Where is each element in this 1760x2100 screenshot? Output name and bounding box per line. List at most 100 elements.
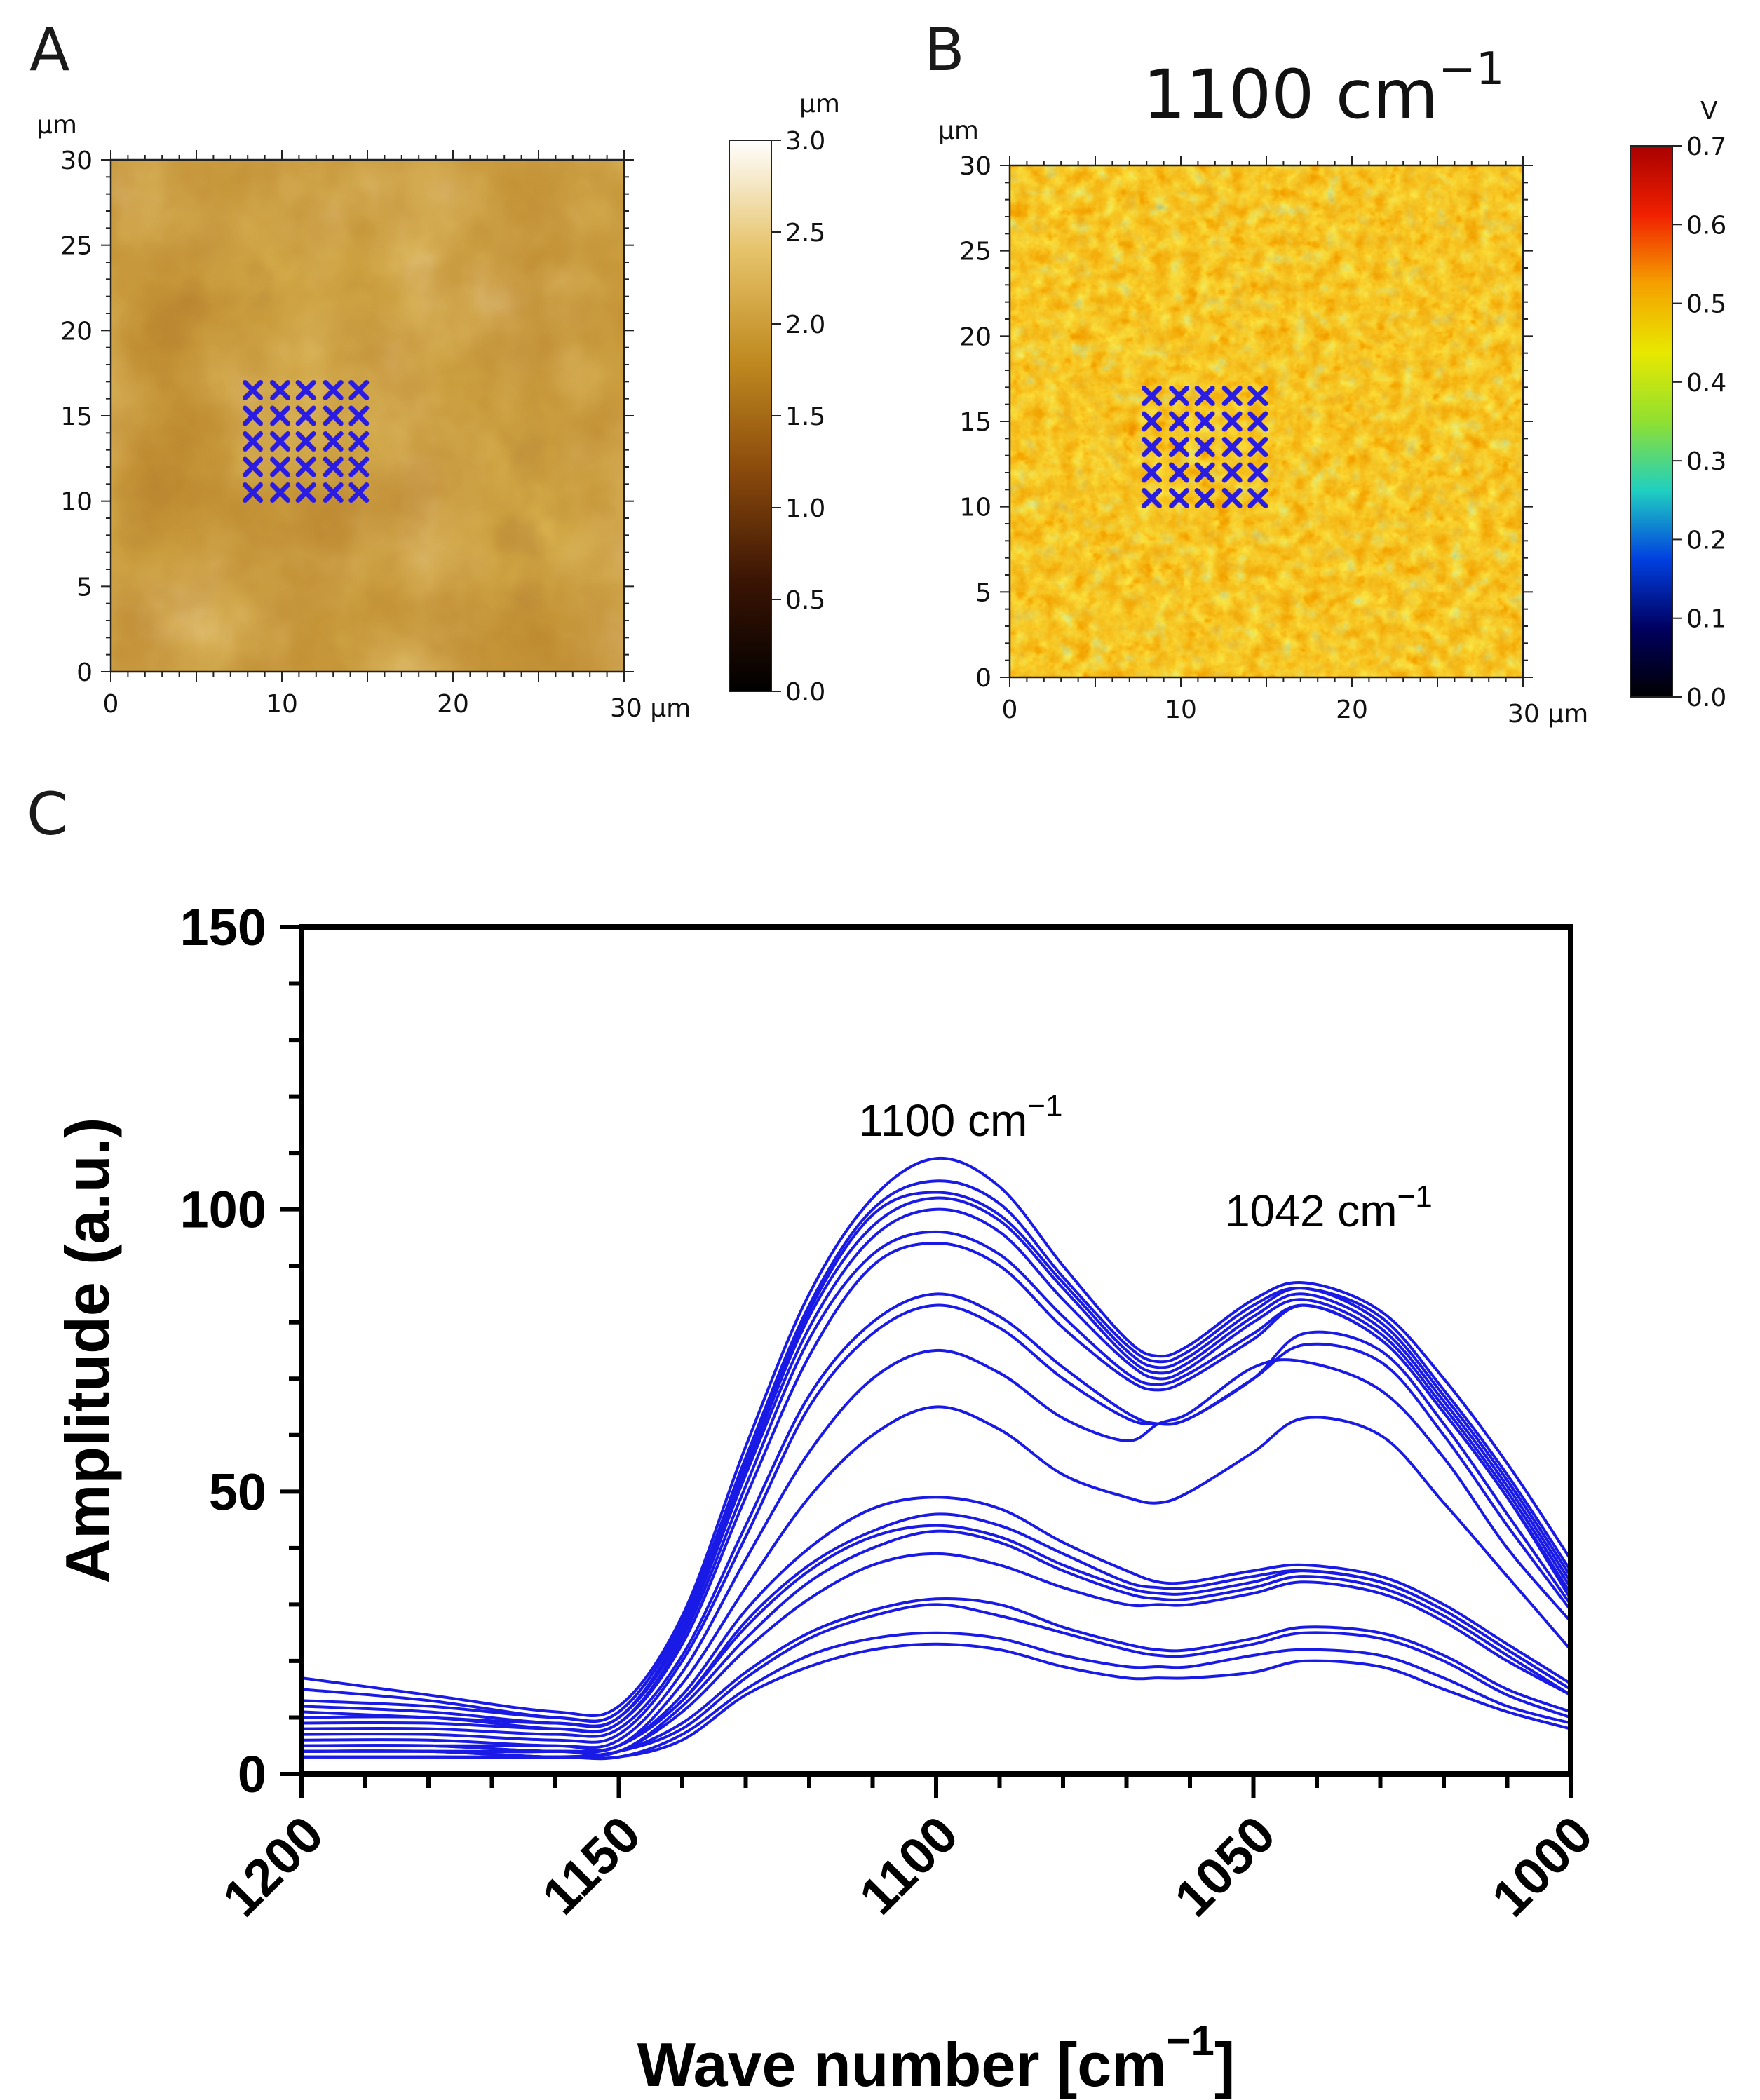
measurement-point-marker xyxy=(1169,437,1190,457)
marker-stroke xyxy=(270,380,291,400)
colorbar-b-tick-label: 0.4 xyxy=(1686,369,1726,398)
marker-stroke xyxy=(348,456,370,477)
measurement-point-marker xyxy=(1221,462,1243,483)
marker-stroke xyxy=(1194,488,1215,508)
marker-stroke xyxy=(270,405,291,426)
marker-stroke xyxy=(1221,488,1243,508)
y-tick-label: 5 xyxy=(975,578,991,607)
x-tick-label: 10 xyxy=(1165,696,1197,724)
measurement-point-marker xyxy=(1194,386,1215,406)
measurement-point-marker xyxy=(1169,488,1190,508)
marker-stroke xyxy=(1247,437,1268,457)
colorbar-b-ticks: 0.7 0.6 0.5 0.4 0.3 0.2 0.1 0.0 xyxy=(1672,133,1726,712)
y-tick-label: 0 xyxy=(238,1745,266,1803)
measurement-point-marker xyxy=(1142,462,1163,483)
x-axis-label: Wave number [cm−1] xyxy=(637,2017,1235,2099)
measurement-point-marker xyxy=(243,482,264,503)
measurement-point-marker xyxy=(295,431,316,452)
measurement-point-marker xyxy=(295,380,316,400)
measurement-point-marker xyxy=(1194,437,1215,457)
marker-stroke xyxy=(1221,411,1243,432)
measurement-point-marker xyxy=(270,456,291,477)
measurement-point-marker xyxy=(1142,488,1163,508)
panel-letter-b: B xyxy=(924,15,965,84)
panel-b-unit-label: μm xyxy=(938,116,979,145)
ir-absorption-map xyxy=(1010,165,1523,677)
measurement-point-marker xyxy=(1221,411,1243,432)
measurement-point-marker xyxy=(243,431,264,452)
x-tick-label: 10 xyxy=(266,690,298,719)
panel-a-x-unit: 30 μm xyxy=(610,694,691,723)
spectrum-line-s11 xyxy=(301,1405,1572,1752)
y-tick-label: 15 xyxy=(959,408,991,437)
marker-stroke xyxy=(243,431,264,452)
measurement-point-marker xyxy=(348,380,370,400)
colorbar-b-tick-label: 0.5 xyxy=(1686,290,1726,319)
measurement-point-marker xyxy=(295,482,316,503)
measurement-point-marker xyxy=(1142,437,1163,457)
x-tick-label: 1150 xyxy=(531,1805,651,1925)
marker-stroke xyxy=(323,380,344,400)
measurement-point-marker xyxy=(243,380,264,400)
marker-stroke xyxy=(1169,462,1190,483)
y-tick-label: 10 xyxy=(60,488,93,517)
colorbar-a-tick-label: 3.0 xyxy=(785,127,825,156)
marker-stroke xyxy=(1247,488,1268,508)
spectrum-line-s3 xyxy=(301,1191,1572,1723)
spectra-lines xyxy=(301,1156,1572,1761)
y-tick-label: 20 xyxy=(60,317,93,346)
marker-stroke xyxy=(1194,411,1215,432)
measurement-point-marker xyxy=(1194,488,1215,508)
colorbar-a-tick-label: 0.0 xyxy=(785,678,825,707)
y-tick-label: 20 xyxy=(959,323,991,351)
panel-a-axes: 0 10 20 0 5 10 15 20 25 30 xyxy=(60,147,634,719)
marker-stroke xyxy=(348,431,370,452)
y-tick-label: 0 xyxy=(975,664,991,693)
measurement-point-marker xyxy=(243,405,264,426)
spectrum-line-s12 xyxy=(301,1496,1572,1754)
y-tick-label: 50 xyxy=(209,1463,266,1521)
marker-stroke xyxy=(295,431,316,452)
measurement-point-marker xyxy=(1194,411,1215,432)
measurement-point-marker xyxy=(1221,437,1243,457)
measurement-point-marker xyxy=(1142,386,1163,406)
spectrum-line-s18 xyxy=(301,1603,1571,1759)
y-tick-label: 30 xyxy=(959,152,991,181)
marker-stroke xyxy=(1142,411,1163,432)
marker-stroke xyxy=(1221,386,1243,406)
measurement-point-marker xyxy=(1194,462,1215,483)
measurement-point-marker xyxy=(1247,437,1268,457)
measurement-point-marker xyxy=(295,456,316,477)
colorbar-a-tick-label: 1.0 xyxy=(785,494,825,523)
x-tick-label: 20 xyxy=(437,690,469,719)
x-tick-label: 1100 xyxy=(848,1805,968,1925)
marker-stroke xyxy=(1247,386,1268,406)
marker-stroke xyxy=(323,456,344,477)
y-axis-label: Amplitude (a.u.) xyxy=(53,1118,122,1584)
x-tick-label: 1000 xyxy=(1481,1805,1604,1928)
marker-stroke xyxy=(323,405,344,426)
marker-stroke xyxy=(1194,386,1215,406)
marker-stroke xyxy=(1169,411,1190,432)
colorbar-b-tick-label: 0.6 xyxy=(1686,211,1726,240)
x-tick-label: 20 xyxy=(1336,696,1368,724)
panel-c: C 0 50 100 150 1200 1150 1100 1050 1000 1100 cm−… xyxy=(27,780,1604,2099)
spectrum-line-s17 xyxy=(301,1597,1571,1759)
marker-stroke xyxy=(1247,411,1268,432)
marker-stroke xyxy=(243,456,264,477)
marker-stroke xyxy=(295,456,316,477)
colorbar-a-tick-label: 2.5 xyxy=(785,219,825,248)
marker-stroke xyxy=(243,405,264,426)
colorbar-a-tick-label: 0.5 xyxy=(785,586,825,615)
peak-label: 1042 cm−1 xyxy=(1225,1179,1433,1236)
colorbar-a xyxy=(729,140,772,692)
colorbar-b-tick-label: 0.0 xyxy=(1686,684,1726,712)
measurement-point-marker xyxy=(1247,462,1268,483)
y-tick-label: 10 xyxy=(959,494,991,522)
measurement-point-marker xyxy=(348,456,370,477)
spectrum-line-s5 xyxy=(301,1207,1572,1728)
spectrum-line-s19 xyxy=(301,1631,1571,1761)
spectrum-line-s9 xyxy=(301,1303,1572,1744)
marker-stroke xyxy=(295,405,316,426)
marker-stroke xyxy=(1194,462,1215,483)
